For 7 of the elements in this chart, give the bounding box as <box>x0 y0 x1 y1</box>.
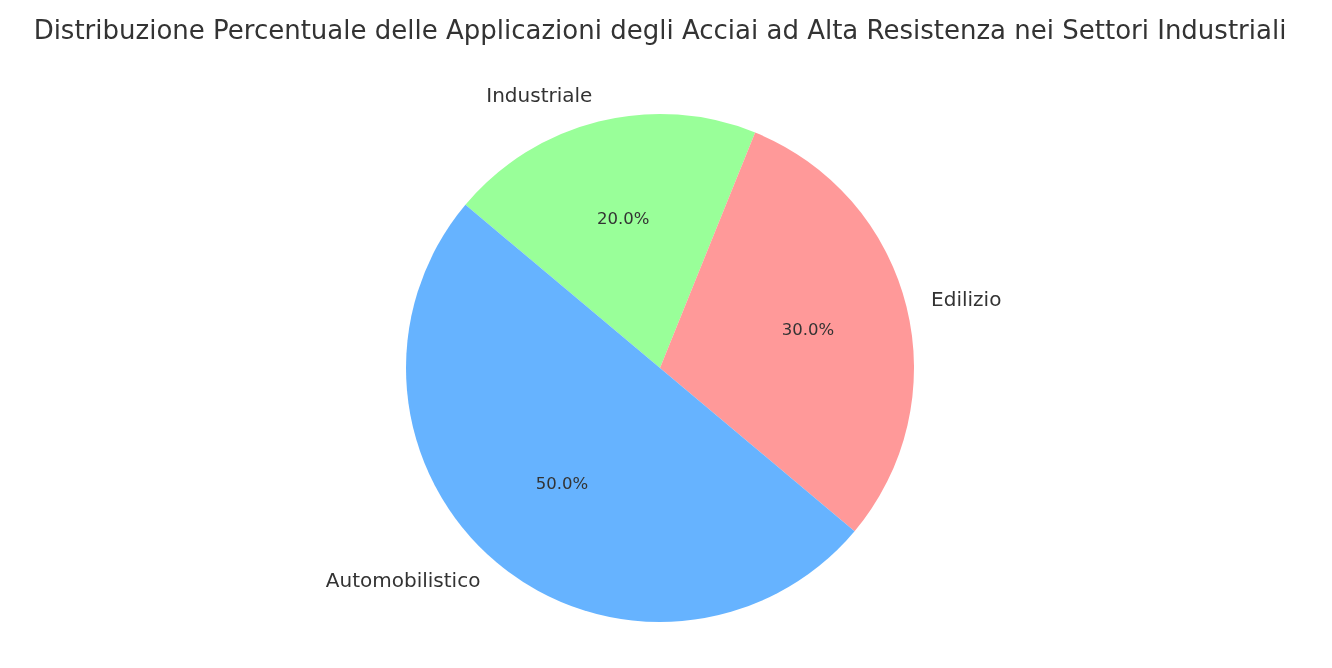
data-label: 20.0% <box>596 209 650 229</box>
slice-label: Industriale <box>486 83 593 108</box>
chart-title: Distribuzione Percentuale delle Applicazioni degli Acciai ad Alta Resistenza nei Settori Industriali <box>33 14 1287 45</box>
data-label: 30.0% <box>781 320 835 340</box>
data-label: 50.0% <box>535 474 589 494</box>
slice-label: Automobilistico <box>325 568 481 593</box>
slice-label: Edilizio <box>931 286 1002 311</box>
